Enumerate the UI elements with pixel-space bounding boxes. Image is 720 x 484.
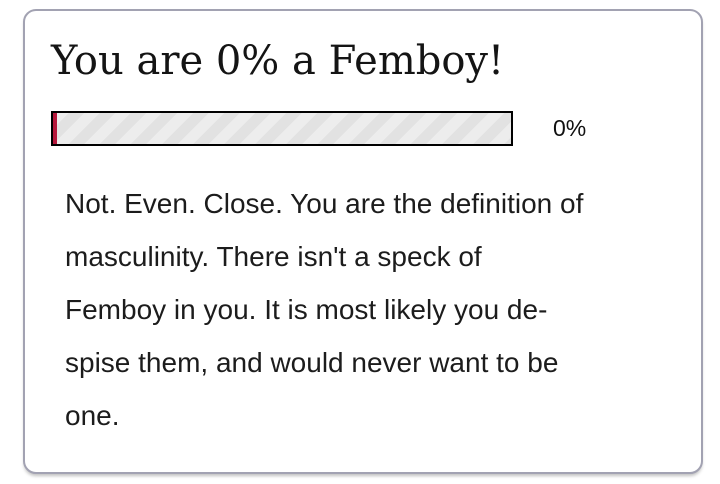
score-progress-row: 0% xyxy=(51,111,675,146)
result-title: You are 0% a Femboy! xyxy=(51,38,505,84)
result-description: Not. Even. Close. You are the definition… xyxy=(65,188,584,431)
score-percent-label: 0% xyxy=(553,115,587,141)
score-progress-fill xyxy=(53,113,57,144)
score-progress-bar xyxy=(51,111,513,146)
quiz-result-card: You are 0% a Femboy! 0% Not. Even. Close… xyxy=(23,9,703,474)
